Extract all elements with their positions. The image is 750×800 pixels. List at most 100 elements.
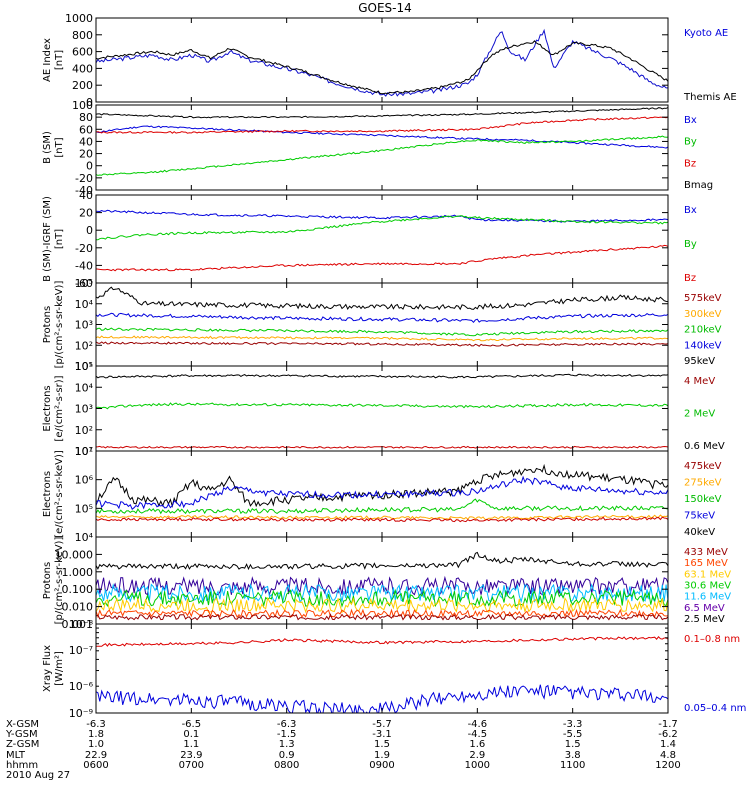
- y-tick-label: 0.100: [62, 583, 94, 596]
- y-axis-unit: [e/(cm²-s-sr-keV)]: [54, 450, 65, 538]
- y-tick-label: 0.010: [62, 601, 94, 614]
- y-tick-label: 10⁵: [75, 277, 93, 290]
- legend-protons_mev-11.6-MeV: 11.6 MeV: [684, 592, 731, 603]
- panel-bdiff: -60 -40 -20 0 20 40 B (SM)-IGRF (SM) [nT] Bx By Bz: [42, 189, 697, 290]
- ephemeris-value: -4.5: [468, 729, 488, 740]
- y-tick-label: -20: [75, 242, 93, 255]
- y-axis-label: B (SM)-IGRF (SM): [42, 196, 53, 282]
- legend-protons-95keV: 95keV: [684, 356, 715, 367]
- y-tick-label: -40: [75, 184, 93, 197]
- y-tick-label: 10²: [75, 339, 93, 352]
- series-protons-140keV: [96, 312, 668, 324]
- panel-protons: 10¹ 10² 10³ 10⁴ 10⁵ Protons [p/(cm²-s-sr-keV)]…: [42, 277, 722, 373]
- ephemeris-label: MLT: [6, 750, 26, 761]
- ephemeris-value: 1.8: [88, 729, 104, 740]
- legend-xray-0.1-0.8-nm: 0.1–0.8 nm: [684, 634, 740, 645]
- series-protons_mev-165-MeV: [96, 608, 668, 619]
- ephemeris-value: 1.4: [660, 739, 676, 750]
- legend-ae-Themis-AE: Themis AE: [683, 92, 737, 103]
- legend-electrons_kev-75keV: 75keV: [684, 511, 715, 522]
- y-tick-label: 60: [79, 123, 93, 136]
- y-tick-label: 10⁻⁶: [69, 680, 94, 693]
- y-tick-label: -60: [75, 277, 93, 290]
- series-bsm-Bmag: [96, 106, 668, 119]
- y-axis-label: Protons: [42, 562, 53, 599]
- y-axis-unit: [nT]: [54, 50, 65, 70]
- y-tick-label: 1000: [65, 12, 93, 25]
- legend-protons_mev-165-MeV: 165 MeV: [684, 558, 728, 569]
- legend-electrons_kev-40keV: 40keV: [684, 527, 715, 538]
- ephemeris-value: -6.3: [86, 719, 106, 730]
- series-bdiff-By: [96, 215, 668, 241]
- y-axis-unit: [p/(cm²-s-sr-keV)]: [54, 281, 65, 369]
- series-protons_mev-63.1-MeV: [96, 596, 668, 614]
- series-ae-Kyoto-AE: [96, 28, 668, 97]
- series-electrons_kev-40keV: [96, 463, 668, 509]
- legend-protons-210keV: 210keV: [684, 325, 722, 336]
- ephemeris-value: 1.9: [374, 750, 390, 761]
- ephemeris-value: 2.9: [469, 750, 485, 761]
- y-tick-label: 10.000: [55, 548, 94, 561]
- ephemeris-value: -3.1: [372, 729, 392, 740]
- ephemeris-value: 1.5: [565, 739, 581, 750]
- y-tick-label: 10⁶: [75, 474, 94, 487]
- ephemeris-value: 22.9: [85, 750, 107, 761]
- legend-electrons_mev-0.6-MeV: 0.6 MeV: [684, 441, 725, 452]
- ephemeris-value: -5.5: [563, 729, 583, 740]
- ephemeris-value: -4.6: [468, 719, 488, 730]
- legend-xray-0.05-0.4-nm: 0.05–0.4 nm: [684, 703, 746, 714]
- ephemeris-value: 4.8: [660, 750, 676, 761]
- ephemeris-value: -1.5: [277, 729, 297, 740]
- chart-title: GOES-14: [358, 1, 412, 15]
- series-protons-300keV: [96, 335, 668, 342]
- panel-electrons_mev: 10¹ 10² 10³ 10⁴ 10⁵ Electrons [e/(cm²-s-sr)] 4 …: [42, 360, 725, 458]
- legend-protons_mev-30.6-MeV: 30.6 MeV: [684, 581, 731, 592]
- y-tick-label: 10⁻⁸: [69, 618, 94, 631]
- y-axis-label: B (SM): [42, 131, 53, 164]
- y-tick-label: 0: [86, 96, 93, 109]
- y-axis-label: Protons: [42, 306, 53, 343]
- y-tick-label: 10⁵: [75, 360, 93, 373]
- legend-protons-140keV: 140keV: [684, 340, 722, 351]
- y-tick-label: 40: [79, 189, 93, 202]
- y-tick-label: 10³: [75, 319, 93, 332]
- legend-bdiff-Bz: Bz: [684, 273, 696, 284]
- series-protons_mev-6.5-MeV: [96, 575, 668, 597]
- series-electrons_kev-475keV: [96, 516, 668, 523]
- y-axis-unit: [p/(cm²-s-sr-keV)]: [54, 537, 65, 625]
- y-axis-unit: [W/m²]: [54, 651, 65, 686]
- legend-electrons_kev-150keV: 150keV: [684, 494, 722, 505]
- series-protons_mev-2.5-MeV: [96, 551, 668, 571]
- legend-protons_mev-6.5-MeV: 6.5 MeV: [684, 603, 725, 614]
- series-protons-210keV: [96, 327, 668, 337]
- series-protons-575keV: [96, 341, 668, 347]
- y-tick-label: 10⁵: [75, 502, 93, 515]
- y-axis-label: Electrons: [42, 471, 53, 517]
- y-tick-label: 10⁴: [75, 531, 94, 544]
- y-tick-label: 0: [86, 224, 93, 237]
- panel-ae: 0 200 400 600 800 1000 AE Index [nT] Kyoto AE The…: [42, 12, 737, 109]
- y-tick-label: 400: [72, 62, 93, 75]
- ephemeris-value: 0600: [83, 760, 108, 771]
- ephemeris-value: 23.9: [180, 750, 202, 761]
- ephemeris-label: Z-GSM: [6, 739, 39, 750]
- ephemeris-value: 0.9: [279, 750, 295, 761]
- y-tick-label: 10⁻⁹: [69, 707, 93, 720]
- y-tick-label: 10⁴: [75, 298, 94, 311]
- ephemeris-value: -6.2: [658, 729, 678, 740]
- ephemeris-value: 0900: [369, 760, 394, 771]
- y-tick-label: 800: [72, 29, 93, 42]
- series-bsm-Bz: [96, 116, 668, 134]
- series-bsm-Bx: [96, 125, 668, 149]
- y-tick-label: 1.000: [62, 566, 94, 579]
- y-tick-label: 200: [72, 79, 93, 92]
- y-tick-label: 100: [72, 99, 93, 112]
- legend-bsm-Bz: Bz: [684, 158, 696, 169]
- legend-electrons_mev-4-MeV: 4 MeV: [684, 376, 715, 387]
- y-axis-label: AE Index: [42, 38, 53, 82]
- series-electrons_kev-275keV: [96, 514, 668, 520]
- ephemeris-value: 0.1: [183, 729, 199, 740]
- ephemeris-value: 1000: [465, 760, 490, 771]
